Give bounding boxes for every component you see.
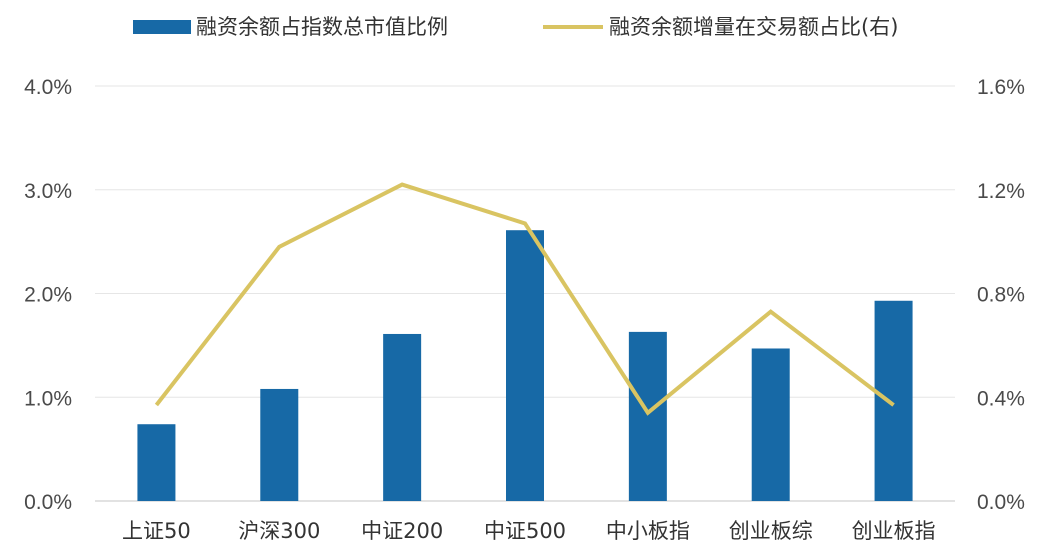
right-tick-label: 0.4% [977,387,1025,410]
legend: 融资余额占指数总市值比例 融资余额增量在交易额占比(右) [133,15,898,39]
bar [874,300,913,501]
left-tick-label: 0.0% [24,491,72,514]
category-label: 中证200 [361,519,443,543]
right-tick-label: 1.2% [977,180,1025,203]
category-label: 中小板指 [606,519,690,543]
bar [383,333,422,501]
category-label: 上证50 [122,519,191,543]
left-tick-label: 1.0% [24,387,72,410]
legend-label-bar: 融资余额占指数总市值比例 [196,15,448,39]
bar [137,424,176,501]
bar [260,388,299,501]
bar [628,331,667,501]
right-y-axis: 0.0% 0.4% 0.8% 1.2% 1.6% [977,76,1025,514]
x-axis: 上证50 沪深300 中证200 中证500 中小板指 创业板综 创业板指 [122,519,936,543]
line-series [154,182,895,416]
category-label: 中证500 [484,519,566,543]
legend-bar-swatch [133,20,191,34]
right-tick-label: 1.6% [977,76,1025,99]
right-tick-label: 0.0% [977,491,1025,514]
left-y-axis: 0.0% 1.0% 2.0% 3.0% 4.0% [24,76,72,514]
right-tick-label: 0.8% [977,284,1025,307]
bar [751,348,790,501]
category-label: 沪深300 [238,519,320,543]
left-tick-label: 4.0% [24,76,72,99]
bar [506,230,544,501]
left-tick-label: 3.0% [24,180,72,203]
bar-series [137,230,913,501]
category-label: 创业板指 [852,519,936,543]
category-label: 创业板综 [729,519,813,543]
legend-label-line: 融资余额增量在交易额占比(右) [609,15,898,39]
left-tick-label: 2.0% [24,284,72,307]
